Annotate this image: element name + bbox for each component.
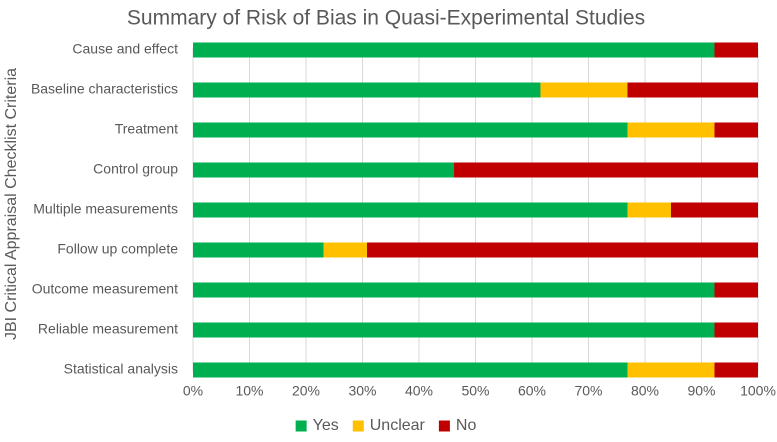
bar-unclear-multiple-measurements: [627, 202, 671, 218]
category-label: Treatment: [115, 121, 178, 137]
bar-yes-outcome-measurement: [193, 282, 715, 298]
legend-swatch-unclear: [352, 420, 364, 432]
x-tick-label: 80%: [631, 383, 659, 399]
bar-unclear-follow-up-complete: [323, 242, 368, 258]
legend-label-yes: Yes: [313, 417, 339, 434]
category-label: Follow up complete: [57, 241, 178, 257]
category-labels: Cause and effect Baseline characteristics…: [31, 41, 178, 377]
chart-title: Summary of Risk of Bias in Quasi-Experim…: [127, 7, 645, 30]
bar-no-statistical-analysis: [714, 362, 758, 378]
bar-no-baseline-characteristics: [627, 82, 758, 98]
bar-no-treatment: [714, 122, 758, 138]
x-tick-label: 20%: [292, 383, 320, 399]
bar-no-reliable-measurement: [714, 322, 758, 338]
x-tick-labels: 0% 10% 20% 30% 40% 50% 60% 70% 80% 90% 100%: [183, 383, 776, 399]
category-label: Statistical analysis: [64, 361, 178, 377]
x-tick-label: 30%: [348, 383, 376, 399]
y-axis-title: JBI Critical Appraisal Checklist Criteri…: [3, 68, 20, 340]
bar-yes-cause-and-effect: [193, 42, 715, 58]
bar-no-control-group: [454, 162, 758, 178]
legend-swatch-yes: [295, 420, 307, 432]
x-tick-label: 50%: [461, 383, 489, 399]
legend-swatch-no: [438, 420, 450, 432]
bars: [193, 42, 758, 378]
x-tick-label: 0%: [183, 383, 203, 399]
x-tick-label: 90%: [687, 383, 715, 399]
legend-label-unclear: Unclear: [370, 417, 426, 434]
bar-no-follow-up-complete: [367, 242, 758, 258]
bar-no-outcome-measurement: [714, 282, 758, 298]
x-tick-label: 40%: [405, 383, 433, 399]
bar-yes-multiple-measurements: [193, 202, 628, 218]
x-tick-label: 60%: [518, 383, 546, 399]
x-tick-label: 10%: [235, 383, 263, 399]
bar-unclear-treatment: [627, 122, 715, 138]
bar-yes-baseline-characteristics: [193, 82, 541, 98]
category-label: Multiple measurements: [33, 201, 178, 217]
bar-unclear-statistical-analysis: [627, 362, 715, 378]
bar-yes-follow-up-complete: [193, 242, 324, 258]
category-label: Baseline characteristics: [31, 81, 178, 97]
category-label: Reliable measurement: [38, 321, 178, 337]
bar-no-cause-and-effect: [714, 42, 758, 58]
bar-yes-control-group: [193, 162, 455, 178]
bar-no-multiple-measurements: [670, 202, 758, 218]
bar-yes-reliable-measurement: [193, 322, 715, 338]
legend-label-no: No: [456, 417, 477, 434]
category-label: Outcome measurement: [32, 281, 178, 297]
bar-yes-statistical-analysis: [193, 362, 628, 378]
x-tick-label: 70%: [574, 383, 602, 399]
legend: Yes Unclear No: [295, 417, 477, 434]
category-label: Cause and effect: [72, 41, 178, 57]
bar-yes-treatment: [193, 122, 628, 138]
x-tick-label: 100%: [740, 383, 776, 399]
category-label: Control group: [93, 161, 178, 177]
bar-unclear-baseline-characteristics: [540, 82, 628, 98]
